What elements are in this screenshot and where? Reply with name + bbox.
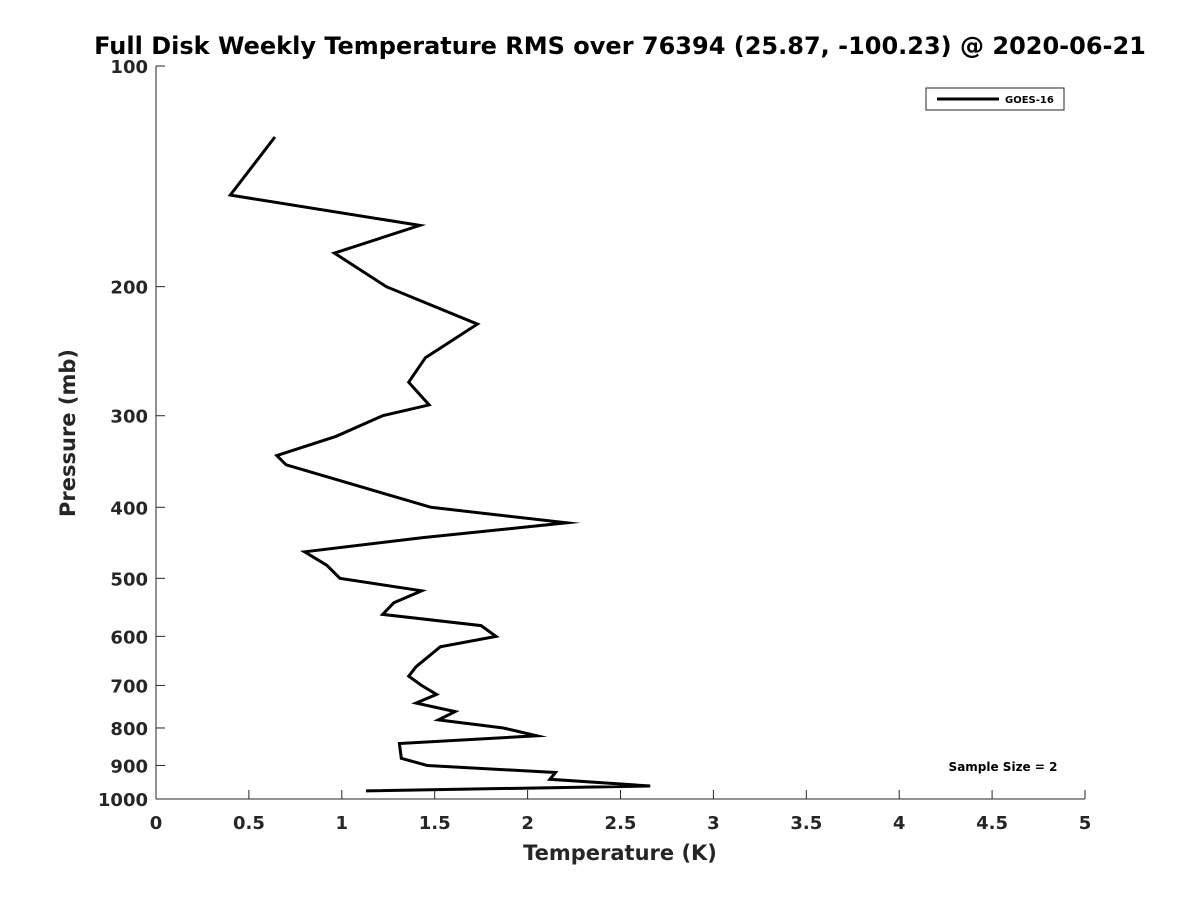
x-tick-label: 3.5 [790,813,822,834]
sample-size-annotation: Sample Size = 2 [949,760,1058,774]
x-tick-label: 2 [521,813,534,834]
x-tick-label: 0.5 [233,813,265,834]
y-tick-label: 400 [110,498,148,519]
y-tick-label: 700 [110,676,148,697]
y-axis-label: Pressure (mb) [56,349,80,517]
legend-label-goes-16: GOES-16 [1005,95,1054,106]
legend: GOES-16 [925,87,1065,111]
x-tick-label: 5 [1079,813,1092,834]
x-tick-label: 1.5 [419,813,451,834]
x-tick-label: 4 [893,813,906,834]
y-tick-label: 1000 [98,790,148,811]
y-tick-label: 100 [110,57,148,78]
y-tick-label: 900 [110,756,148,777]
y-tick-label: 500 [110,569,148,590]
y-tick-label: 600 [110,627,148,648]
axes: 0 0.5 1 1.5 2 2.5 3 3.5 4 4.5 5 100 200 300 400 500 600 7… [98,57,1091,834]
x-tick-label: 2.5 [605,813,637,834]
plot-area [227,136,651,793]
y-tick-label: 300 [110,407,148,428]
x-tick-label: 3 [707,813,720,834]
x-axis-label: Temperature (K) [523,841,717,865]
y-tick-label: 200 [110,278,148,299]
x-tick-label: 0 [150,813,163,834]
x-tick-label: 1 [336,813,349,834]
series-line-goes-16 [227,136,651,793]
x-tick-label: 4.5 [976,813,1008,834]
chart-title: Full Disk Weekly Temperature RMS over 76… [94,32,1146,60]
y-tick-label: 800 [110,719,148,740]
